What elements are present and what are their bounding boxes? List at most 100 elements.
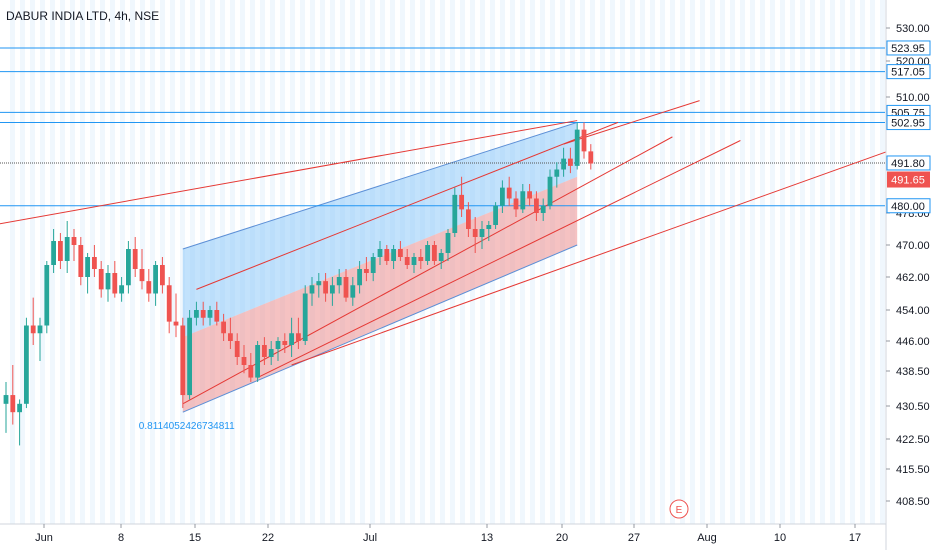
candle-body	[432, 245, 437, 261]
level-price-box	[886, 198, 931, 214]
candle-body	[194, 310, 199, 318]
candle-body	[561, 158, 566, 170]
candle-body	[248, 365, 254, 378]
candle-body	[547, 176, 553, 206]
session-stripe	[670, 0, 675, 524]
session-stripe	[860, 0, 865, 524]
candle-body	[438, 253, 444, 261]
candle-body	[418, 257, 424, 261]
time-axis-tick-label: 27	[628, 532, 640, 544]
candle-body	[30, 325, 36, 334]
candle-body	[166, 285, 172, 322]
session-stripe	[630, 0, 635, 524]
candle-body	[153, 265, 158, 294]
candle-body	[323, 281, 328, 294]
price-axis-tick-label: 470.00	[896, 240, 930, 252]
session-stripe	[850, 0, 855, 524]
session-stripe	[730, 0, 735, 524]
candle-body	[207, 310, 213, 318]
candle-body	[377, 249, 383, 257]
session-stripe	[710, 0, 715, 524]
candle-body	[411, 257, 417, 265]
channel-lower-line	[182, 244, 578, 413]
candle-body	[459, 194, 464, 210]
time-axis-tick-label: Jul	[363, 532, 377, 544]
session-stripe	[750, 0, 755, 524]
price-axis-bg	[886, 0, 932, 550]
session-stripe	[650, 0, 655, 524]
session-stripe	[620, 0, 625, 524]
session-stripe	[640, 0, 645, 524]
price-axis-tick-label: 430.50	[896, 401, 930, 413]
session-stripe	[550, 0, 555, 524]
session-stripe	[740, 0, 745, 524]
session-stripe	[60, 0, 65, 524]
session-stripe	[680, 0, 685, 524]
candle-body	[275, 341, 281, 349]
session-stripe	[700, 0, 705, 524]
candle-body	[180, 325, 186, 396]
candle-body	[520, 191, 526, 210]
candle-body	[527, 191, 532, 199]
candle-body	[51, 241, 56, 265]
level-price-label: 523.95	[891, 43, 925, 55]
time-axis-tick-label: 22	[262, 532, 274, 544]
price-axis-tick-label: 408.50	[896, 496, 930, 508]
candle-body	[78, 245, 84, 277]
candle-body	[581, 129, 587, 152]
candle-body	[262, 345, 267, 357]
time-axis-tick-label: 10	[774, 532, 786, 544]
candle-body	[58, 241, 63, 261]
session-stripe	[10, 0, 15, 524]
price-axis-tick-label: 454.00	[896, 305, 930, 317]
time-axis-tick-label: Jun	[35, 532, 53, 544]
candle-body	[282, 341, 288, 345]
level-price-box	[886, 64, 931, 80]
session-stripe	[830, 0, 835, 524]
session-stripe	[790, 0, 795, 524]
candle-body	[336, 277, 342, 286]
channel-upper-zone	[182, 122, 578, 338]
time-axis-tick-label: 13	[481, 532, 493, 544]
session-stripe	[170, 0, 175, 524]
candle-body	[493, 205, 498, 225]
session-stripe	[120, 0, 125, 524]
candle-body	[17, 403, 22, 413]
price-axis-tick-label: 446.00	[896, 336, 930, 348]
candle-body	[398, 249, 403, 257]
session-stripe	[570, 0, 575, 524]
level-price-box	[886, 155, 931, 171]
price-axis-tick-label: 422.50	[896, 434, 930, 446]
current-price-box	[887, 171, 930, 188]
candle-body	[404, 257, 410, 265]
candle-body	[228, 333, 233, 341]
trendline	[0, 120, 578, 225]
candle-body	[479, 229, 485, 237]
candle-body	[98, 269, 104, 290]
candle-body	[357, 269, 362, 286]
candle-body	[540, 205, 546, 213]
level-price-label: 502.95	[891, 118, 925, 130]
session-stripe	[20, 0, 25, 524]
candle-body	[534, 198, 539, 213]
session-stripe	[180, 0, 185, 524]
candle-body	[146, 281, 152, 294]
session-stripe	[600, 0, 605, 524]
session-stripe	[720, 0, 725, 524]
session-stripe	[110, 0, 115, 524]
candle-body	[384, 249, 390, 261]
candle-body	[506, 187, 512, 199]
candle-body	[214, 310, 220, 322]
candle-body	[330, 285, 335, 294]
session-stripe	[800, 0, 805, 524]
channel-upper-line	[182, 121, 578, 250]
trendline	[291, 134, 932, 366]
trendline	[196, 121, 619, 290]
level-price-label: 491.80	[891, 158, 925, 170]
candle-body	[44, 265, 50, 326]
session-stripe	[660, 0, 665, 524]
session-stripe	[690, 0, 695, 524]
price-axis-tick-label: 510.00	[896, 92, 930, 104]
